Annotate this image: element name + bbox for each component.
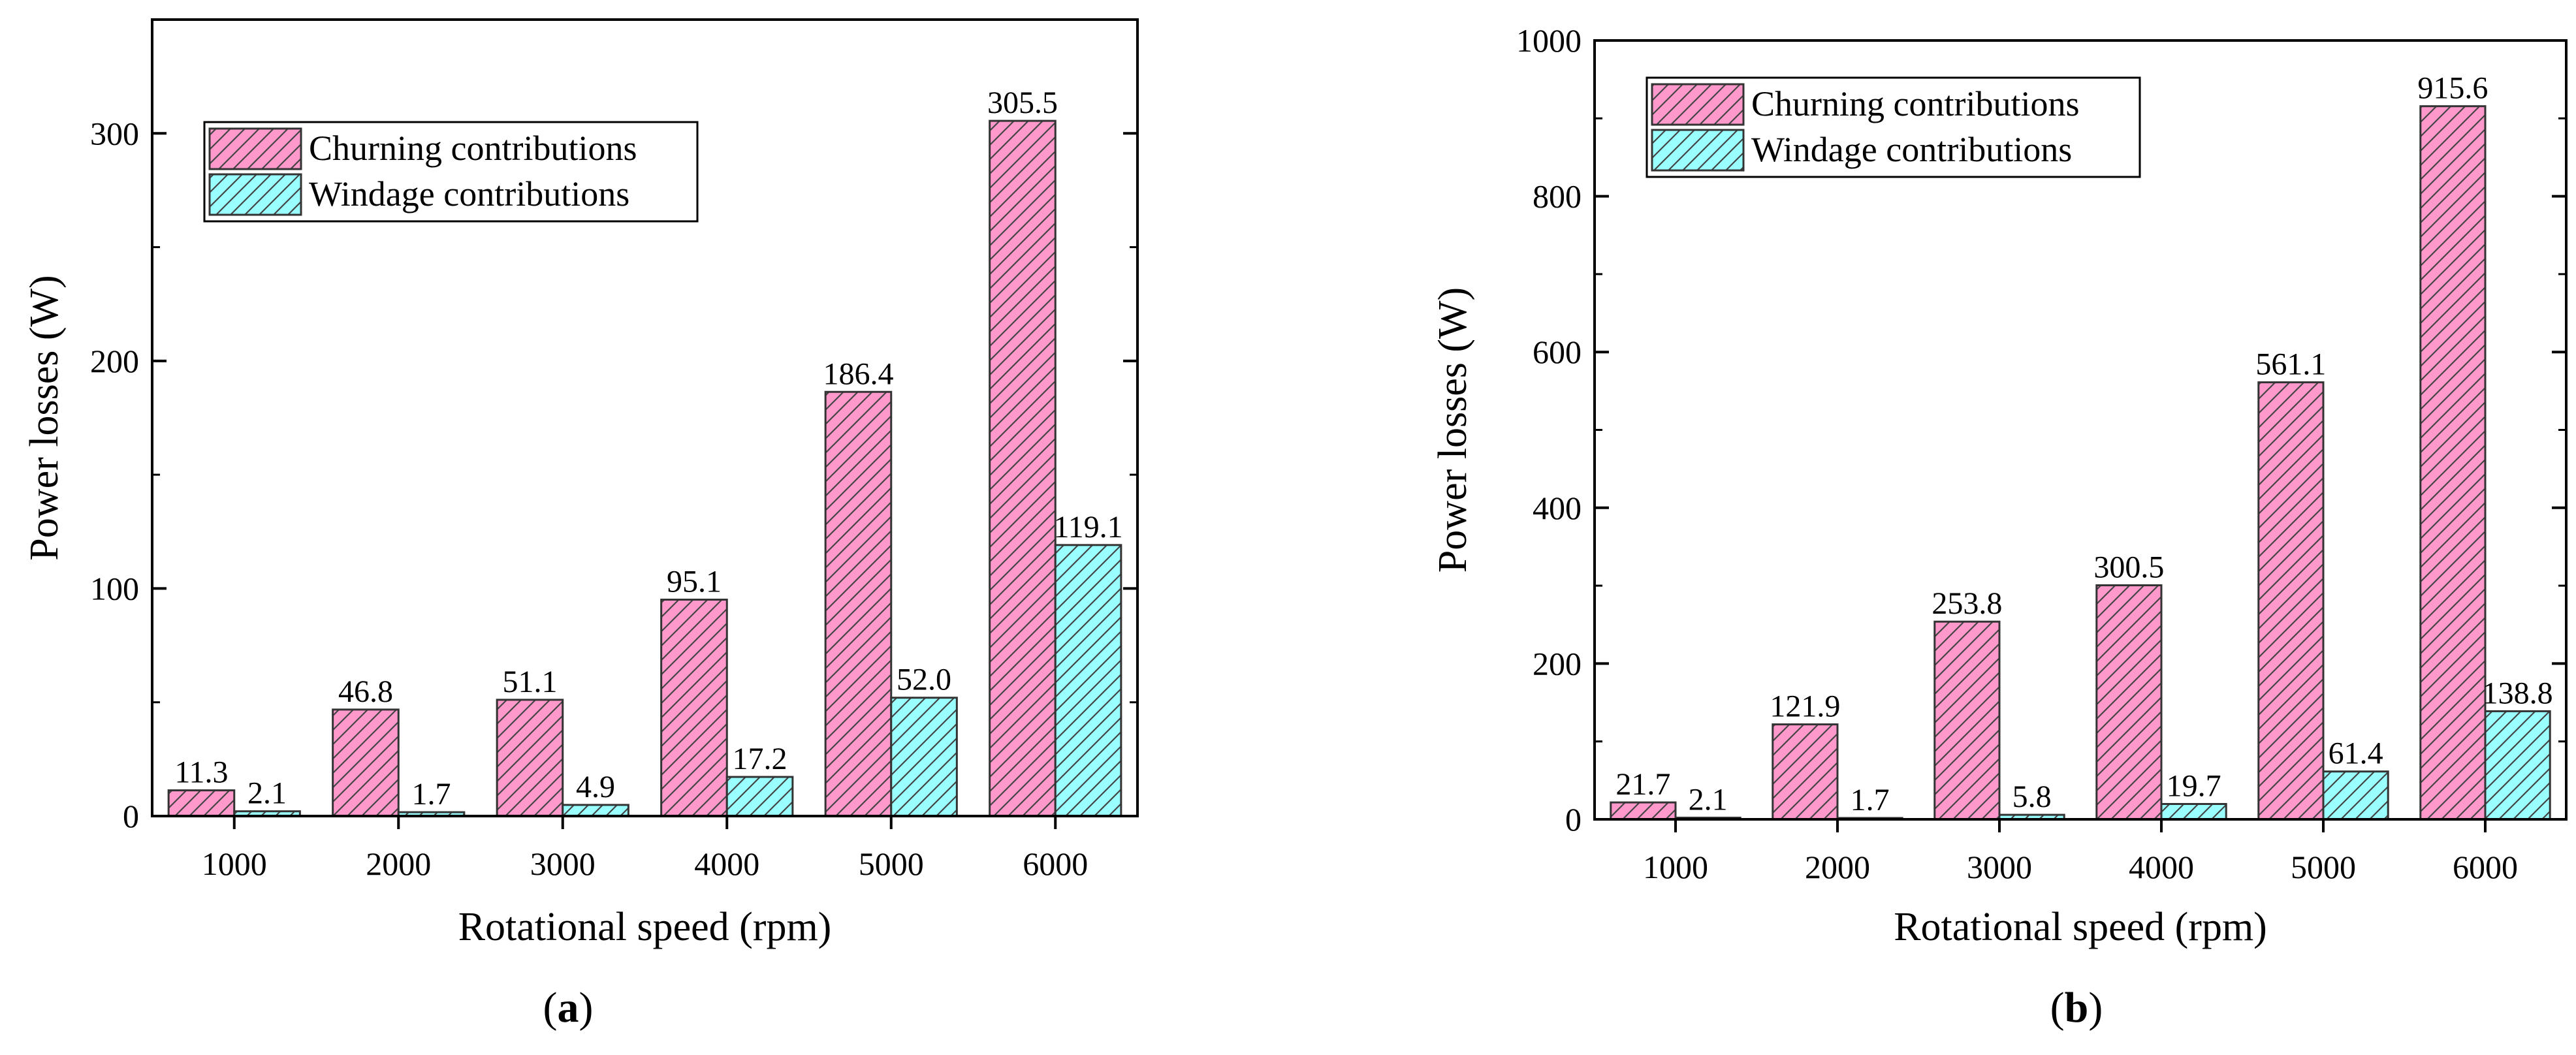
churning-bar bbox=[660, 599, 728, 817]
data-label: 915.6 bbox=[2417, 71, 2488, 106]
windage-bar bbox=[725, 776, 794, 817]
windage-bar bbox=[562, 804, 629, 817]
x-tick-label: 5000 bbox=[2291, 849, 2356, 885]
data-label: 19.7 bbox=[2167, 768, 2221, 803]
data-label: 46.8 bbox=[338, 674, 393, 709]
legend-swatch-churning bbox=[208, 127, 302, 170]
y-tick-label: 300 bbox=[90, 115, 139, 151]
x-tick-label: 6000 bbox=[1023, 845, 1088, 882]
data-label: 300.5 bbox=[2093, 550, 2164, 585]
churning-bar bbox=[167, 789, 236, 817]
panel-label: (a) bbox=[543, 984, 594, 1031]
windage-bar bbox=[2160, 802, 2227, 821]
x-tick-label: 1000 bbox=[1643, 849, 1708, 885]
data-label: 2.1 bbox=[1689, 782, 1728, 817]
y-tick-label: 100 bbox=[90, 570, 139, 606]
y-axis-title: Power losses (W) bbox=[22, 275, 67, 560]
data-label: 4.9 bbox=[576, 770, 615, 804]
churning-bar bbox=[2257, 381, 2325, 821]
chart-panel-b: 21.7 121.9 253.8 300.5 561.1 915.6 2.1 1.7 5.8 19… bbox=[1431, 22, 2568, 1031]
y-tick-label: 400 bbox=[1533, 490, 1582, 526]
panel-label-close: ) bbox=[579, 984, 594, 1031]
x-tick-label: 6000 bbox=[2453, 849, 2518, 885]
chart-panel-a: 11.3 46.8 51.1 95.1 186.4 305.5 2.1 1.7 4.9 17.2 5… bbox=[22, 18, 1139, 1031]
data-label: 21.7 bbox=[1615, 767, 1670, 802]
data-label: 119.1 bbox=[1053, 510, 1122, 544]
data-label: 51.1 bbox=[502, 665, 557, 699]
x-axis-title: Rotational speed (rpm) bbox=[458, 905, 832, 949]
data-label: 138.8 bbox=[2483, 676, 2553, 710]
data-label: 52.0 bbox=[897, 663, 951, 697]
data-label: 561.1 bbox=[2255, 347, 2326, 382]
churning-bar bbox=[1772, 723, 1839, 821]
data-label: 186.4 bbox=[823, 356, 893, 391]
panel-label-letter: a bbox=[558, 984, 579, 1031]
panel-label: (b) bbox=[2050, 984, 2103, 1031]
y-tick-label: 0 bbox=[1565, 801, 1582, 838]
legend-swatch-windage bbox=[1651, 129, 1745, 172]
x-tick-label: 2000 bbox=[1805, 849, 1870, 885]
panel-label-open: ( bbox=[543, 984, 558, 1031]
data-label: 95.1 bbox=[667, 565, 722, 599]
data-label: 253.8 bbox=[1932, 586, 2002, 621]
legend-swatch-windage bbox=[208, 173, 302, 216]
plot-frame bbox=[151, 18, 1139, 817]
y-tick-label: 0 bbox=[123, 798, 139, 834]
churning-bar bbox=[2419, 105, 2487, 821]
data-label: 2.1 bbox=[247, 776, 287, 811]
panel-label-close: ) bbox=[2088, 984, 2103, 1031]
data-label: 11.3 bbox=[174, 755, 228, 790]
windage-bar bbox=[2322, 770, 2389, 821]
data-label: 1.7 bbox=[1851, 783, 1890, 817]
churning-bar bbox=[1610, 801, 1677, 821]
y-tick-label: 600 bbox=[1533, 334, 1582, 370]
windage-bar bbox=[1054, 544, 1122, 817]
windage-bar bbox=[2484, 710, 2551, 821]
data-label: 121.9 bbox=[1770, 689, 1840, 724]
x-tick-label: 3000 bbox=[530, 845, 596, 882]
x-axis-title: Rotational speed (rpm) bbox=[1894, 905, 2267, 949]
legend-label-windage: Windage contributions bbox=[309, 174, 629, 213]
y-tick-label: 1000 bbox=[1516, 22, 1582, 59]
legend-label-churning: Churning contributions bbox=[309, 129, 637, 168]
data-label: 61.4 bbox=[2329, 736, 2383, 771]
x-tick-label: 4000 bbox=[694, 845, 759, 882]
churning-bar bbox=[2095, 584, 2163, 821]
legend-label-churning: Churning contributions bbox=[1751, 84, 2079, 123]
x-tick-label: 1000 bbox=[202, 845, 267, 882]
x-tick-label: 2000 bbox=[366, 845, 431, 882]
churning-bar bbox=[989, 119, 1057, 817]
windage-bar bbox=[890, 697, 958, 817]
x-tick-label: 3000 bbox=[1967, 849, 2032, 885]
churning-bar bbox=[496, 699, 564, 817]
churning-bar bbox=[332, 708, 400, 817]
y-tick-label: 800 bbox=[1533, 178, 1582, 215]
data-label: 5.8 bbox=[2012, 779, 2052, 814]
panel-label-letter: b bbox=[2065, 984, 2089, 1031]
data-label: 1.7 bbox=[412, 777, 451, 811]
legend-label-windage: Windage contributions bbox=[1751, 130, 2072, 169]
churning-bar bbox=[1933, 620, 2001, 821]
y-tick-label: 200 bbox=[90, 343, 139, 379]
y-axis-title: Power losses (W) bbox=[1431, 287, 1475, 573]
churning-bar bbox=[824, 390, 893, 817]
legend-swatch-churning bbox=[1651, 83, 1745, 126]
panel-label-open: ( bbox=[2050, 984, 2065, 1031]
x-tick-label: 5000 bbox=[859, 845, 924, 882]
y-tick-label: 200 bbox=[1533, 645, 1582, 682]
data-label: 305.5 bbox=[987, 86, 1058, 120]
x-tick-label: 4000 bbox=[2129, 849, 2194, 885]
data-label: 17.2 bbox=[733, 742, 787, 776]
